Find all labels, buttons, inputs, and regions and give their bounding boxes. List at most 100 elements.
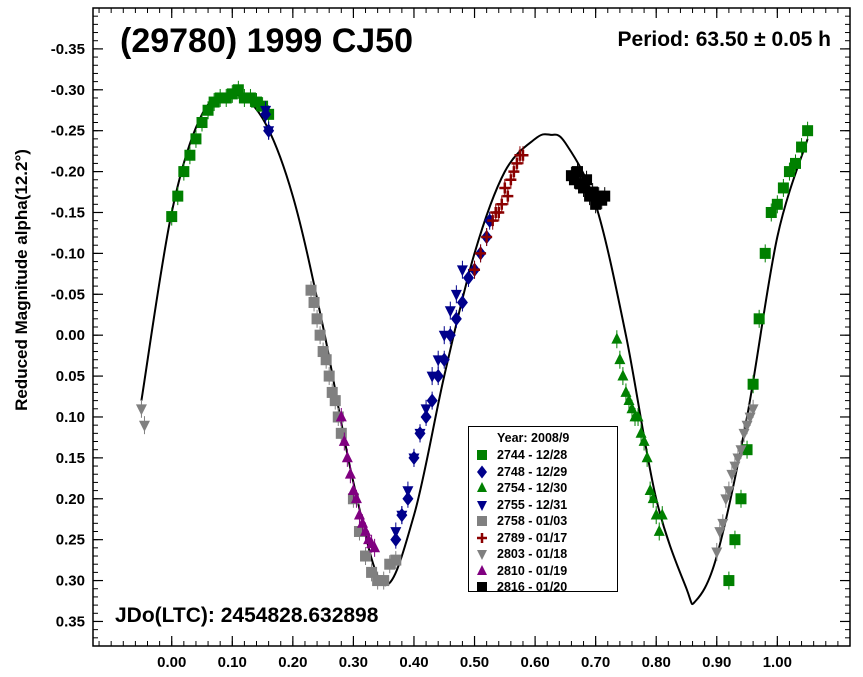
x-tick-label: 0.10 [218,654,247,671]
fit-curve [140,92,809,606]
data-point [771,198,783,210]
x-tick-label: 1.00 [763,654,792,671]
data-point [502,190,514,202]
data-point [408,453,420,465]
data-point [511,157,523,169]
series-6 [469,146,529,279]
data-point [390,554,402,566]
y-tick-label: 0.15 [56,450,85,467]
data-point [617,369,629,381]
x-tick-label: 0.90 [702,654,731,671]
data-point [632,410,644,422]
data-point [647,492,659,504]
data-point [366,566,378,578]
epoch-label: JDo(LTC): 2454828.632898 [115,604,379,627]
legend-item: 2744 - 12/28 [475,447,611,464]
data-point [347,483,359,495]
axis-layer: 0.00 0.10 0.20 0.30 0.40 0.50 0.60 0.70 0.80 0.90… [51,8,850,671]
data-point [635,426,647,438]
x-tick-label: 0.70 [581,654,610,671]
legend-item: 2754 - 12/30 [475,480,611,497]
chart-title: (29780) 1999 CJ50 [120,22,414,60]
data-point [314,329,326,341]
data-point [711,547,723,559]
x-tick-label: 0.40 [399,654,428,671]
data-point [232,84,244,96]
legend-item: 2748 - 12/29 [475,464,611,481]
data-point [481,231,493,243]
legend-label: 2744 - 12/28 [497,448,568,463]
legend-marker [477,465,487,479]
data-point [735,445,747,457]
data-point [390,527,402,539]
fit-curve-layer [140,92,809,606]
legend-item: 2816 - 01/20 [475,579,611,596]
data-point [341,451,353,463]
legend-marker [477,450,487,461]
data-point [326,386,338,398]
legend-label: 2754 - 12/30 [497,481,568,496]
legend-label: 2748 - 12/29 [497,464,568,479]
data-point [335,427,347,439]
data-point [568,174,580,186]
data-point [251,96,263,108]
y-tick-label: -0.15 [51,204,85,221]
data-point [717,518,729,530]
y-tick-label: 0.25 [56,532,85,549]
data-point [759,247,771,259]
x-tick-label: 0.80 [642,654,671,671]
data-point [747,378,759,390]
data-point [238,92,250,104]
data-point [590,198,602,210]
data-point [765,206,777,218]
data-point [350,492,362,504]
data-point [496,198,508,210]
y-tick-label: 0.30 [56,573,85,590]
legend-marker [477,482,487,493]
data-point [450,311,462,326]
y-tick-label: 0.00 [56,327,85,344]
legend-label: 2803 - 01/18 [497,547,568,562]
y-tick-label: -0.25 [51,123,85,140]
data-point [723,575,735,587]
y-tick-label: -0.35 [51,41,85,58]
data-point [611,332,623,344]
data-point [747,404,759,416]
y-tick-label: 0.05 [56,368,85,385]
data-point [738,428,750,440]
legend-label: 2758 - 01/03 [497,514,568,529]
legend-item: 2758 - 01/03 [475,513,611,530]
data-point [308,296,320,308]
data-point [571,166,583,178]
data-point [402,486,414,498]
y-tick-label: -0.05 [51,286,85,303]
data-point [208,96,220,108]
legend-marker [477,564,487,575]
data-point [384,558,396,570]
data-point [263,126,275,138]
y-tick-label: 0.35 [56,613,85,630]
data-point [789,157,801,169]
series-5 [305,281,402,590]
legend-rows: 2744 - 12/28 2748 - 12/29 2754 - 12/30 2755… [475,447,611,596]
data-point [329,395,341,407]
data-point [783,166,795,178]
data-point [438,352,450,367]
data-point [462,270,474,286]
data-point [166,211,178,223]
period-label: Period: 63.50 ± 0.05 h [617,28,831,51]
data-point [353,508,365,520]
data-point [220,92,232,104]
data-point [426,371,438,383]
data-points-layer [135,80,814,590]
data-point [369,541,381,553]
data-point [735,493,747,505]
data-point [372,575,384,587]
data-point [438,330,450,342]
data-point [456,265,468,277]
data-point [420,404,432,416]
data-point [260,105,272,117]
data-point [202,104,214,116]
data-point [469,264,481,276]
legend-label: 2816 - 01/20 [497,580,568,595]
